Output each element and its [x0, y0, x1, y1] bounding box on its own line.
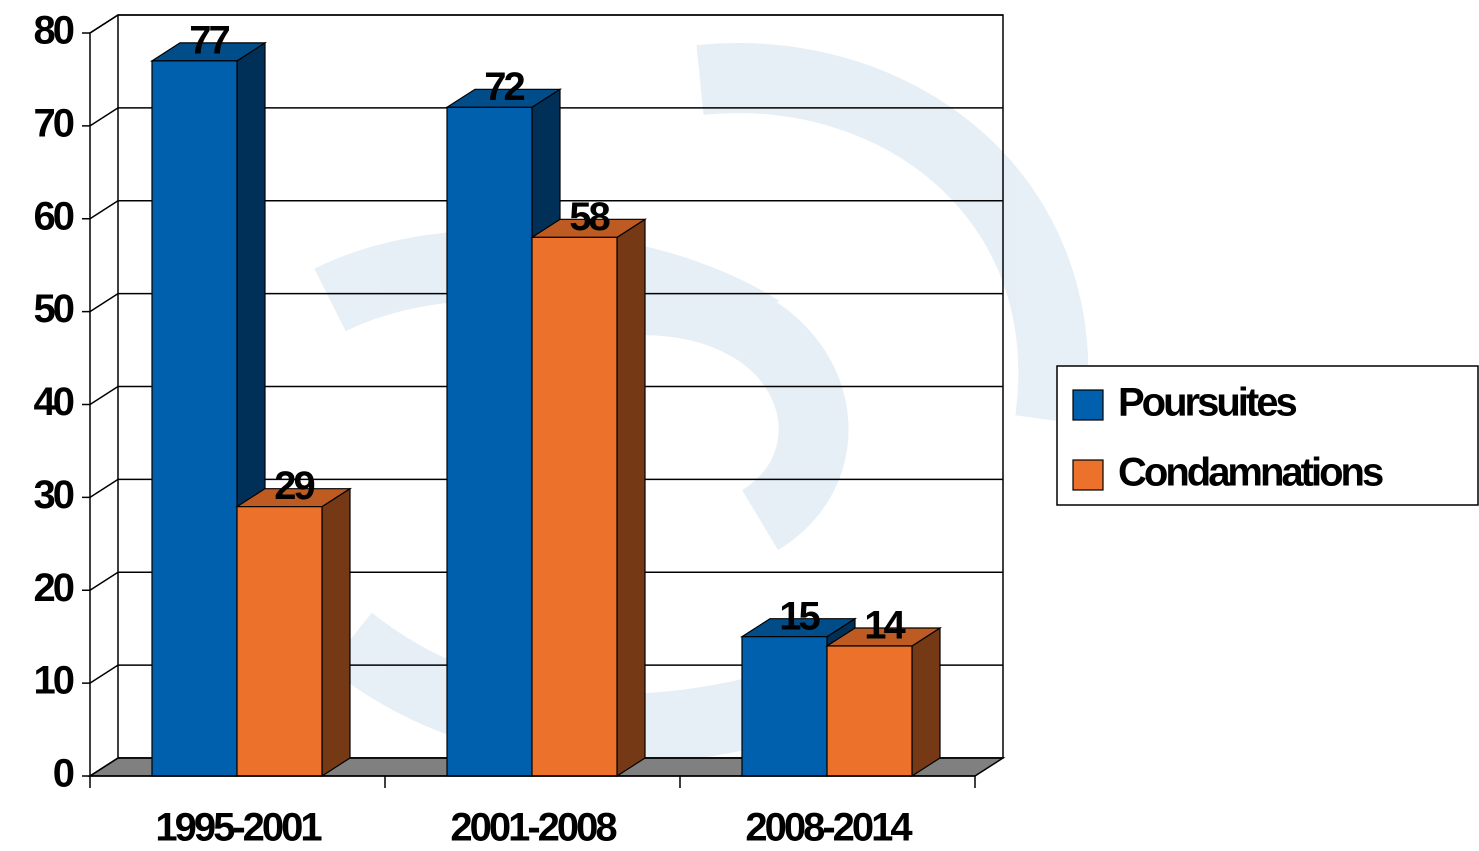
watermark	[314, 43, 1089, 764]
legend-swatch	[1072, 389, 1104, 421]
bar	[446, 106, 533, 777]
y-tick-label: 50	[34, 287, 74, 331]
grid-line-side	[89, 571, 119, 591]
legend-box	[1056, 365, 1479, 506]
y-tick-label: 60	[34, 194, 74, 238]
grid-line-side	[89, 200, 119, 220]
data-label: 14	[864, 604, 906, 648]
y-tick-label: 0	[53, 752, 74, 796]
data-label: 29	[274, 464, 314, 508]
x-tick-label: 1995-2001	[155, 806, 322, 850]
grid-line-side	[89, 664, 119, 684]
data-label: 72	[484, 65, 524, 109]
y-tick-label: 70	[34, 101, 74, 145]
y-tick-label: 10	[34, 659, 74, 703]
legend-label: Poursuites	[1118, 381, 1296, 425]
bar-side	[616, 218, 646, 778]
y-tick-label: 20	[34, 566, 74, 610]
grid-line-side	[89, 14, 119, 34]
bar	[531, 236, 618, 777]
y-tick-label: 80	[34, 9, 74, 53]
bar-side	[911, 626, 941, 778]
bar	[151, 60, 238, 777]
bar	[741, 636, 828, 777]
data-label: 58	[569, 195, 610, 239]
x-tick-label: 2001-2008	[450, 806, 617, 850]
bar-side	[321, 487, 351, 778]
grid-line-side	[89, 478, 119, 499]
grid-line-side	[89, 107, 119, 127]
bar	[826, 645, 913, 777]
grid-line-side	[89, 385, 119, 406]
x-tick-label: 2008-2014	[745, 806, 913, 850]
data-label: 15	[779, 594, 820, 638]
grid-line-side	[89, 292, 119, 313]
data-label: 77	[189, 18, 229, 62]
legend-label: Condamnations	[1118, 451, 1383, 495]
y-tick-label: 30	[34, 473, 74, 517]
legend-swatch	[1072, 459, 1104, 491]
y-tick-label: 40	[34, 380, 74, 424]
bar	[236, 506, 323, 777]
grid-line-side	[89, 757, 119, 777]
